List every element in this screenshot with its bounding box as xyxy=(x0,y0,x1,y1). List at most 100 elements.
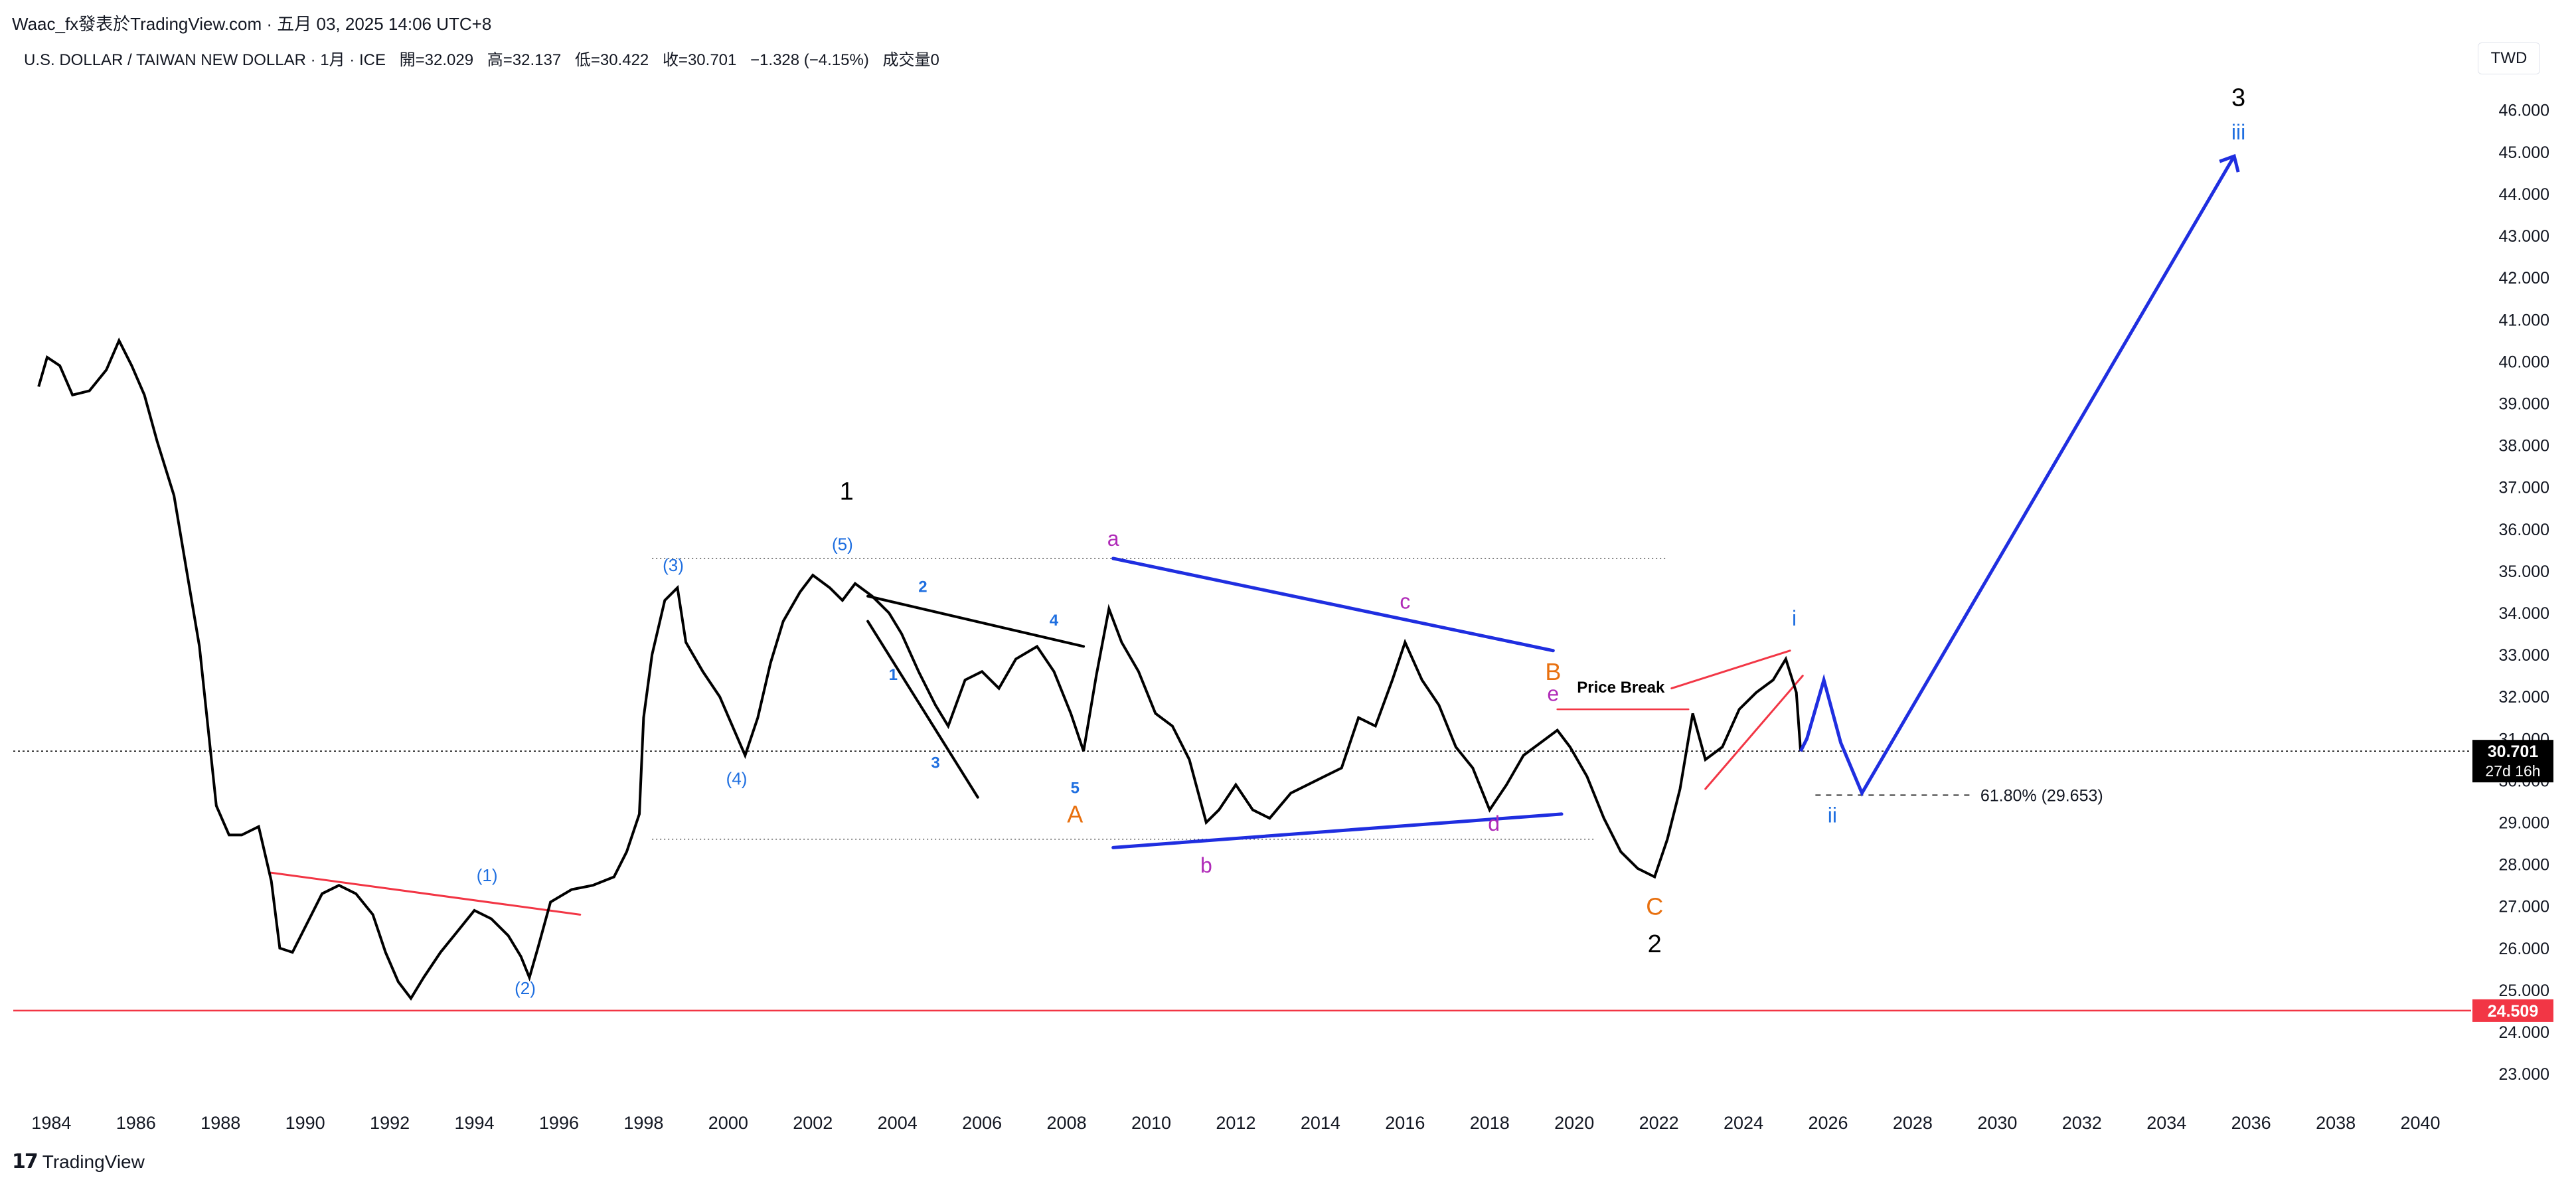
symbol-title[interactable]: U.S. DOLLAR / TAIWAN NEW DOLLAR · 1月 · I… xyxy=(24,51,386,69)
y-tick-label: 36.000 xyxy=(2499,521,2549,539)
y-tick-label: 45.000 xyxy=(2499,143,2549,162)
x-tick-label: 1992 xyxy=(370,1113,410,1133)
support-price-label: 24.509 xyxy=(2488,1002,2538,1021)
x-tick-label: 1994 xyxy=(454,1113,494,1133)
countdown-label: 27d 16h xyxy=(2485,762,2540,780)
triangle-b-label: b xyxy=(1200,853,1212,877)
currency-button[interactable]: TWD xyxy=(2478,42,2540,74)
wave-C-label: C xyxy=(1646,892,1663,920)
y-tick-label: 37.000 xyxy=(2499,479,2549,497)
minor-2-label: 2 xyxy=(918,578,927,596)
x-tick-label: 2014 xyxy=(1301,1113,1340,1133)
y-tick-label: 34.000 xyxy=(2499,604,2549,623)
red-wedge-lower xyxy=(1704,675,1804,790)
y-tick-label: 41.000 xyxy=(2499,311,2549,329)
y-tick-label: 38.000 xyxy=(2499,437,2549,456)
x-tick-label: 1986 xyxy=(116,1113,156,1133)
volume-value: 成交量0 xyxy=(882,51,939,69)
y-tick-label: 28.000 xyxy=(2499,856,2549,875)
subwave-1-label: (1) xyxy=(477,865,498,885)
x-tick-label: 2022 xyxy=(1639,1113,1679,1133)
y-tick-label: 24.000 xyxy=(2499,1023,2549,1042)
x-tick-label: 1988 xyxy=(201,1113,240,1133)
publisher-header: Waac_fx發表於TradingView.com · 五月 03, 2025 … xyxy=(12,14,492,34)
minor-4-label: 4 xyxy=(1050,612,1059,630)
last-price-badge xyxy=(2472,740,2553,783)
low-value: 低=30.422 xyxy=(574,51,649,69)
support-price-badge xyxy=(2472,999,2553,1022)
black-trendline-upper xyxy=(866,594,1086,648)
projection-i-label: i xyxy=(1792,606,1797,630)
x-tick-label: 2018 xyxy=(1470,1113,1510,1133)
tradingview-brand: TradingView xyxy=(42,1151,145,1172)
subwave-5-label: (5) xyxy=(832,534,853,554)
y-tick-label: 39.000 xyxy=(2499,394,2549,413)
x-tick-label: 2016 xyxy=(1385,1113,1425,1133)
x-tick-label: 1990 xyxy=(285,1113,325,1133)
y-tick-label: 42.000 xyxy=(2499,269,2549,288)
x-tick-label: 2006 xyxy=(962,1113,1002,1133)
tradingview-logo-icon: 17 xyxy=(12,1150,39,1173)
x-tick-label: 2002 xyxy=(793,1113,833,1133)
x-tick-label: 2004 xyxy=(878,1113,918,1133)
x-tick-label: 1984 xyxy=(31,1113,71,1133)
wave-B-label: B xyxy=(1545,658,1561,685)
projection-arrowhead xyxy=(2219,153,2240,173)
x-tick-label: 2008 xyxy=(1047,1113,1087,1133)
x-tick-label: 2034 xyxy=(2146,1113,2186,1133)
red-trendline-left xyxy=(270,871,582,916)
minor-1-label: 1 xyxy=(889,666,898,684)
change-value: −1.328 (−4.15%) xyxy=(750,51,869,69)
wave-A-label: A xyxy=(1067,801,1083,828)
triangle-a-label: a xyxy=(1107,527,1119,551)
minor-3-label: 3 xyxy=(931,754,939,772)
y-tick-label: 35.000 xyxy=(2499,562,2549,581)
triangle-e-label: e xyxy=(1547,682,1559,706)
price-series-line xyxy=(37,337,1803,1001)
x-tick-label: 2010 xyxy=(1131,1113,1171,1133)
subwave-2-label: (2) xyxy=(515,978,536,998)
wave-2-label: 2 xyxy=(1648,930,1662,958)
x-tick-label: 1996 xyxy=(539,1113,579,1133)
y-tick-label: 40.000 xyxy=(2499,353,2549,371)
y-tick-label: 26.000 xyxy=(2499,940,2549,958)
y-tick-label: 43.000 xyxy=(2499,227,2549,246)
x-tick-label: 2020 xyxy=(1554,1113,1594,1133)
red-wedge-upper xyxy=(1670,649,1791,690)
subwave-3-label: (3) xyxy=(663,555,684,575)
black-trendline-lower xyxy=(866,620,979,799)
x-tick-label: 2024 xyxy=(1724,1113,1763,1133)
y-tick-label: 46.000 xyxy=(2499,102,2549,120)
symbol-legend: U.S. DOLLAR / TAIWAN NEW DOLLAR · 1月 · I… xyxy=(24,46,949,70)
x-tick-label: 2032 xyxy=(2062,1113,2102,1133)
tradingview-logo[interactable]: 17 TradingView xyxy=(12,1150,145,1173)
x-tick-label: 2026 xyxy=(1808,1113,1848,1133)
subwave-4-label: (4) xyxy=(726,769,748,789)
annotation-layer xyxy=(13,556,2471,1012)
x-tick-label: 2000 xyxy=(708,1113,748,1133)
fib-level-label: 61.80% (29.653) xyxy=(1980,786,2103,805)
y-tick-label: 44.000 xyxy=(2499,185,2549,204)
x-tick-label: 2012 xyxy=(1216,1113,1255,1133)
triangle-c-label: c xyxy=(1400,590,1410,614)
triangle-d-label: d xyxy=(1488,811,1500,835)
blue-triangle-upper xyxy=(1111,556,1555,653)
y-tick-label: 27.000 xyxy=(2499,898,2549,916)
projection-iii-label: iii xyxy=(2231,120,2245,144)
price-break-label: Price Break xyxy=(1577,679,1665,697)
x-tick-label: 1998 xyxy=(623,1113,663,1133)
y-tick-label: 33.000 xyxy=(2499,646,2549,665)
blue-triangle-lower xyxy=(1111,812,1564,849)
close-value: 收=30.701 xyxy=(662,51,737,69)
x-tick-label: 2040 xyxy=(2400,1113,2440,1133)
x-tick-label: 2038 xyxy=(2316,1113,2356,1133)
x-tick-label: 2030 xyxy=(1977,1113,2017,1133)
high-value: 高=32.137 xyxy=(487,51,562,69)
y-tick-label: 29.000 xyxy=(2499,814,2549,833)
projection-ii-label: ii xyxy=(1828,804,1837,827)
y-tick-label: 25.000 xyxy=(2499,981,2549,1000)
wave-1-label: 1 xyxy=(840,478,854,506)
open-value: 開=32.029 xyxy=(399,51,474,69)
minor-5-label: 5 xyxy=(1071,779,1080,797)
